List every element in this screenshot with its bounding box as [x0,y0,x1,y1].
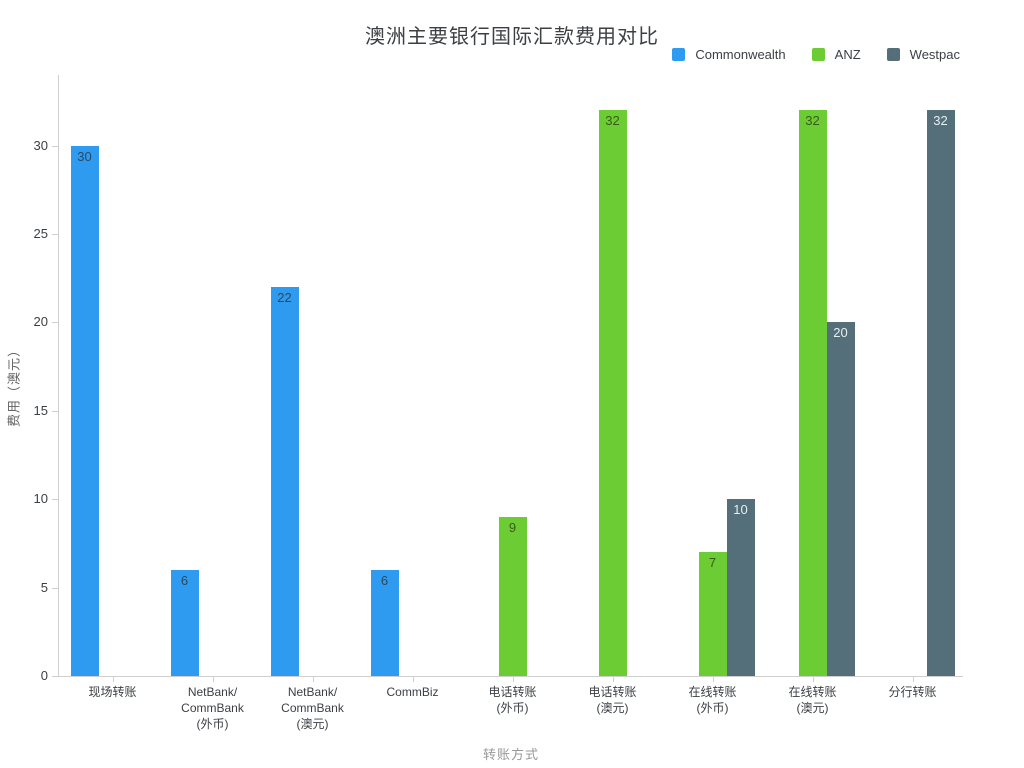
legend-swatch [811,47,825,61]
legend-item-commonwealth: Commonwealth [672,46,786,62]
x-tick-mark [412,677,414,682]
y-tick-mark [52,145,58,147]
x-tick-mark [912,677,914,682]
bar-commonwealth-1: 6 [170,569,199,676]
bar-anz-6: 7 [698,552,727,676]
y-tick-mark [52,676,58,677]
x-tick-mark [212,677,214,682]
x-tick-label: 电话转账 (外币) [488,685,537,715]
x-tick-label: CommBiz [386,685,439,699]
x-tick-mark [612,677,614,682]
y-tick-label: 25 [33,226,48,242]
y-tick-label: 10 [33,491,48,507]
bar-anz-7: 32 [798,110,827,676]
y-tick-label: 30 [33,137,48,153]
bar-value-label: 10 [733,502,748,518]
bar-value-label: 30 [77,148,92,164]
bar-value-label: 9 [508,519,517,535]
bar-commonwealth-3: 6 [370,569,399,676]
x-tick-label: 在线转账 (澳元) [788,685,837,715]
bar-westpac-7: 20 [826,322,855,676]
y-tick-mark [52,322,58,324]
x-tick-label: 分行转账 [888,685,937,699]
legend-swatch [672,47,686,61]
bar-westpac-6: 10 [726,499,755,676]
y-tick-mark [52,234,58,236]
x-axis-title: 转账方式 [482,747,539,762]
bar-value-label: 32 [805,113,820,129]
bar-value-label: 6 [380,572,389,588]
bar-anz-5: 32 [598,110,627,676]
bar-value-label: 6 [180,572,189,588]
x-tick-mark [312,677,314,682]
chart-title: 澳洲主要银行国际汇款费用对比 [365,26,659,48]
y-tick-mark [52,499,58,501]
bar-value-label: 22 [277,290,292,306]
y-tick-mark [52,410,58,412]
y-tick-mark [52,587,58,589]
bar-anz-4: 9 [498,516,527,676]
y-axis-line [58,75,59,677]
x-tick-label: 电话转账 (澳元) [588,685,637,715]
y-tick-label: 20 [33,314,48,330]
legend: Commonwealth ANZ Westpac [660,45,960,63]
bar-value-label: 20 [833,325,848,341]
x-tick-label: 现场转账 [88,685,137,699]
x-tick-label: NetBank/ CommBank (外币) [181,685,244,731]
bar-value-label: 32 [605,113,620,129]
bar-westpac-8: 32 [926,110,955,676]
y-tick-label: 0 [40,668,48,683]
legend-label: ANZ [834,46,861,62]
x-tick-label: NetBank/ CommBank (澳元) [281,685,344,731]
x-tick-mark [112,677,114,682]
legend-item-westpac: Westpac [886,46,960,62]
legend-item-anz: ANZ [811,46,861,62]
legend-label: Commonwealth [695,46,786,62]
bar-commonwealth-0: 30 [70,145,99,676]
legend-label: Westpac [909,46,960,62]
y-tick-label: 5 [40,579,48,595]
y-tick-label: 15 [33,402,48,418]
x-tick-mark [712,677,714,682]
x-axis-line [58,676,963,677]
x-tick-mark [512,677,514,682]
bar-commonwealth-2: 22 [270,287,299,676]
legend-swatch [886,47,900,61]
x-tick-mark [812,677,814,682]
bar-value-label: 7 [708,555,717,571]
x-tick-label: 在线转账 (外币) [688,685,737,715]
bar-value-label: 32 [933,113,948,129]
